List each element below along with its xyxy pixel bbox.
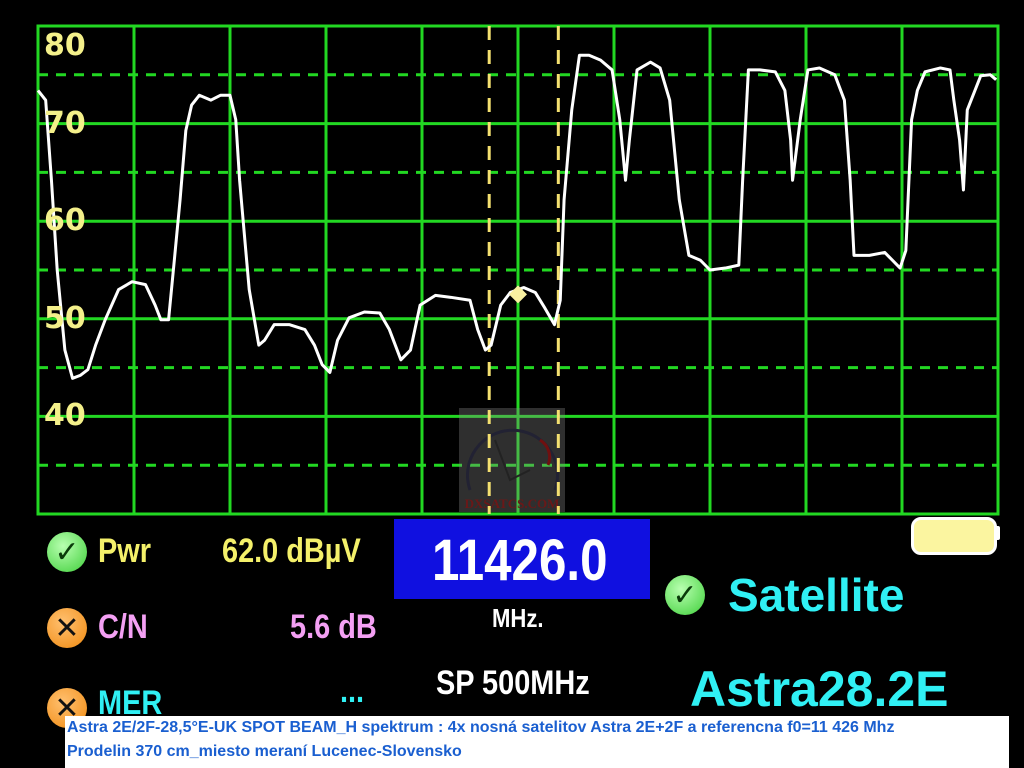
marker-diamond [509,285,527,304]
caption-line-2: Prodelin 370 cm_miesto meraní Lucenec-Sl… [67,743,462,760]
svg-text:DXSATCS.COM: DXSATCS.COM [465,496,560,511]
pwr-label: Pwr [98,532,152,570]
check-icon: ✓ [47,532,87,572]
mer-label: MER [98,684,163,722]
check-icon: ✓ [665,575,705,615]
mer-value: ... [340,672,365,710]
caption-line-1: Astra 2E/2F-28,5°E-UK SPOT BEAM_H spektr… [67,719,895,736]
battery-cap [994,526,1000,540]
frequency-display[interactable]: 11426.0 [394,519,650,599]
caption: Astra 2E/2F-28,5°E-UK SPOT BEAM_H spektr… [65,716,1009,768]
y-tick-label: 80 [44,28,86,63]
satellite-name: Astra28.2E [690,661,949,717]
pwr-value: 62.0 dBµV [222,532,361,570]
status-label: Satellite [728,569,905,621]
cross-icon: ✕ [47,608,87,648]
cn-value: 5.6 dB [290,608,377,646]
cn-label: C/N [98,608,148,646]
y-tick-label: 60 [44,203,86,239]
battery-icon [911,517,997,555]
span-value: SP 500MHz [436,664,590,702]
spectrum-trace [36,53,998,380]
y-tick-label: 70 [44,105,86,141]
watermark-logo: DXSATCS.COM [459,408,565,512]
grid [36,24,1000,516]
y-tick-label: 50 [44,300,86,336]
frequency-unit: MHz. [492,603,544,633]
frequency-value: 11426.0 [432,528,608,593]
y-tick-label: 40 [44,398,86,434]
